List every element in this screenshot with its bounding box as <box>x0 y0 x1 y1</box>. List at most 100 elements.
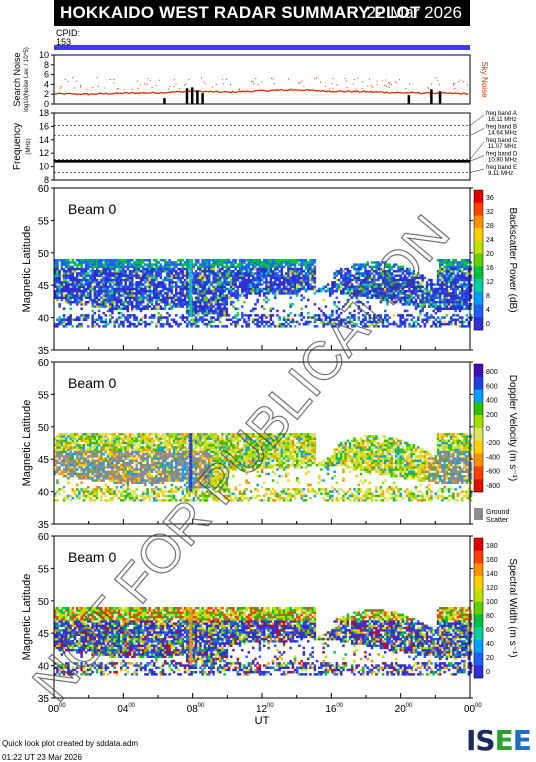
heatmap-cell <box>91 433 94 436</box>
heatmap-cell <box>160 272 163 275</box>
heatmap-cell <box>80 270 83 273</box>
heatmap-cell <box>265 286 268 289</box>
heatmap-cell <box>120 316 123 319</box>
heatmap-cell <box>113 440 116 443</box>
heatmap-cell <box>155 308 158 311</box>
heatmap-cell <box>446 272 449 275</box>
heatmap-cell <box>155 451 158 454</box>
heatmap-cell <box>428 297 431 300</box>
heatmap-cell <box>199 270 202 273</box>
heatmap-cell <box>296 259 299 262</box>
colorbar-tick-label: 28 <box>486 223 494 230</box>
heatmap-cell <box>441 288 444 291</box>
heatmap-cell <box>133 490 136 493</box>
heatmap-cell <box>98 266 101 269</box>
heatmap-cell <box>135 437 138 440</box>
heatmap-cell <box>179 316 182 319</box>
heatmap-cell <box>179 294 182 297</box>
heatmap-cell <box>94 440 97 443</box>
heatmap-cell <box>265 274 268 277</box>
heatmap-cell <box>232 259 235 262</box>
heatmap-cell <box>107 297 110 300</box>
heatmap-cell <box>105 446 108 449</box>
heatmap-cell <box>87 462 90 465</box>
heatmap-cell <box>116 290 119 293</box>
noise-ytick-label: 2 <box>44 89 49 99</box>
heatmap-cell <box>441 274 444 277</box>
heatmap-cell <box>72 435 75 438</box>
heatmap-cell <box>118 308 121 311</box>
heatmap-cell <box>140 482 143 485</box>
heatmap-cell <box>197 294 200 297</box>
heatmap-cell <box>91 261 94 264</box>
heatmap-cell <box>179 281 182 284</box>
heatmap-cell <box>146 479 149 482</box>
heatmap-cell <box>446 286 449 289</box>
heatmap-cell <box>91 499 94 502</box>
heatmap-cell <box>80 457 83 460</box>
heatmap-cell <box>142 473 145 476</box>
heatmap-cell <box>109 453 112 456</box>
heatmap-cell <box>298 263 301 266</box>
heatmap-cell <box>116 301 119 304</box>
heatmap-cell <box>89 286 92 289</box>
heatmap-cell <box>109 460 112 463</box>
heatmap-cell <box>311 316 314 319</box>
heatmap-cell <box>450 319 453 322</box>
heatmap-cell <box>138 299 141 302</box>
heatmap-cell <box>430 283 433 286</box>
heatmap-cell <box>63 277 66 280</box>
heatmap-cell <box>65 433 68 436</box>
heatmap-cell <box>142 316 145 319</box>
heatmap-cell <box>74 270 77 273</box>
heatmap-cell <box>459 310 462 313</box>
heatmap-cell <box>421 290 424 293</box>
heatmap-cell <box>89 274 92 277</box>
heatmap-cell <box>140 435 143 438</box>
heatmap-cell <box>230 283 233 286</box>
heatmap-cell <box>105 451 108 454</box>
heatmap-cell <box>177 274 180 277</box>
heatmap-cell <box>283 323 286 326</box>
heatmap-stripe <box>189 266 192 269</box>
heatmap-cell <box>127 482 130 485</box>
heatmap-cell <box>314 261 317 264</box>
heatmap-cell <box>454 319 457 322</box>
heatmap-cell <box>173 319 176 322</box>
heatmap-cell <box>91 488 94 491</box>
heatmap-cell <box>272 286 275 289</box>
heatmap-cell <box>69 308 72 311</box>
heatmap-cell <box>94 490 97 493</box>
heatmap-cell <box>454 283 457 286</box>
heatmap-cell <box>69 448 72 451</box>
heatmap-cell <box>162 283 165 286</box>
heatmap-cell <box>283 288 286 291</box>
heatmap-cell <box>263 259 266 262</box>
heatmap-cell <box>287 266 290 269</box>
heatmap-cell <box>177 277 180 280</box>
heatmap-cell <box>195 310 198 313</box>
heatmap-cell <box>107 440 110 443</box>
heatmap-cell <box>109 444 112 447</box>
heatmap-cell <box>142 477 145 480</box>
heatmap-cell <box>113 471 116 474</box>
heatmap-cell <box>276 274 279 277</box>
heatmap-cell <box>270 277 273 280</box>
heatmap-cell <box>303 270 306 273</box>
heatmap-cell <box>261 270 264 273</box>
heatmap-cell <box>221 274 224 277</box>
heatmap-cell <box>142 437 145 440</box>
heatmap-cell <box>289 263 292 266</box>
heatmap-cell <box>223 290 226 293</box>
heatmap-cell <box>69 279 72 282</box>
heatmap-cell <box>426 314 429 317</box>
heatmap-cell <box>146 477 149 480</box>
heatmap-cell <box>100 301 103 304</box>
heatmap-cell <box>107 433 110 436</box>
heatmap-cell <box>285 277 288 280</box>
heatmap-cell <box>204 305 207 308</box>
heatmap-cell <box>65 279 68 282</box>
heatmap-cell <box>146 455 149 458</box>
heatmap-cell <box>294 263 297 266</box>
heatmap-cell <box>67 323 70 326</box>
